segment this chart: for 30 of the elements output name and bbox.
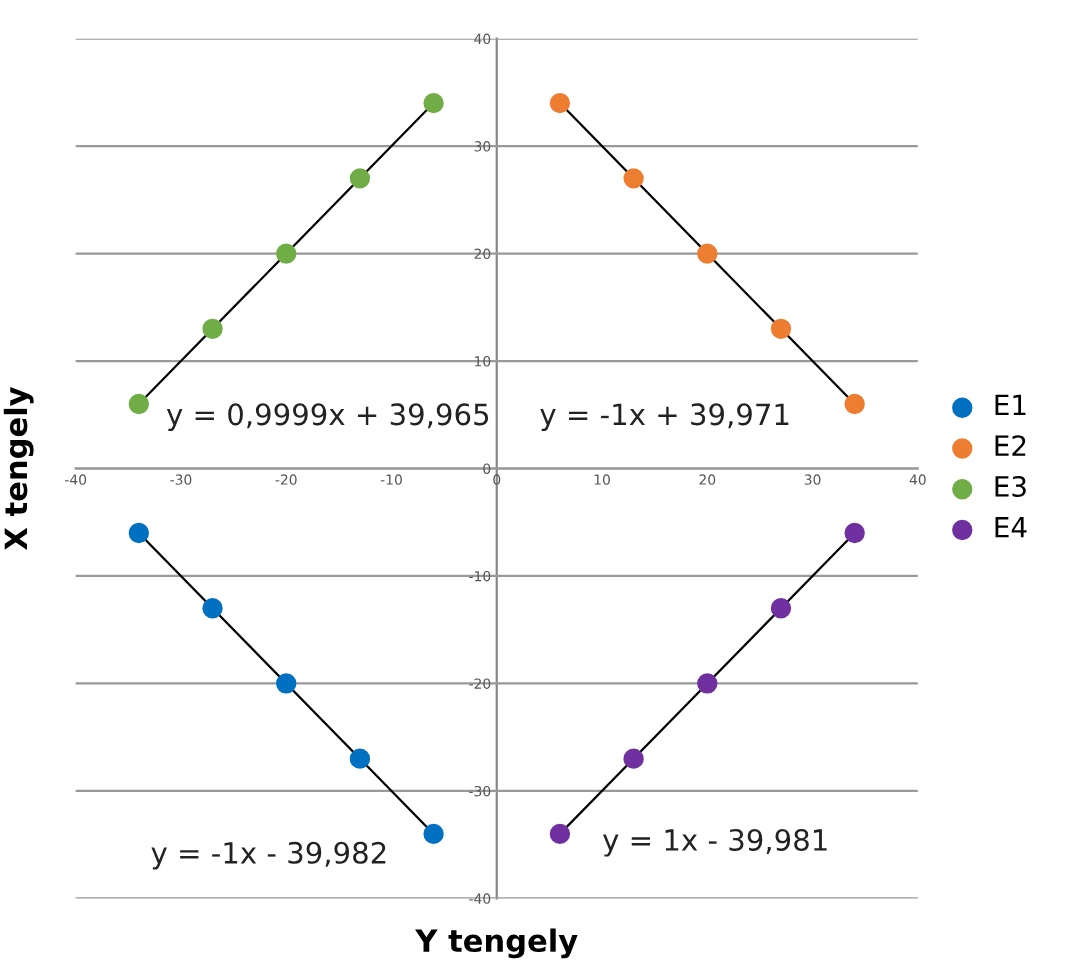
annotation: y = -1x - 39,982 — [151, 841, 386, 870]
point — [844, 522, 865, 544]
annotation: y = 1x - 39,981 — [602, 828, 827, 857]
point — [697, 673, 718, 694]
point — [697, 243, 718, 264]
point — [202, 598, 223, 619]
legend-label: E3 — [995, 475, 1026, 497]
point — [276, 673, 297, 694]
legend-label: E4 — [995, 517, 1027, 538]
point — [623, 168, 644, 189]
point — [623, 748, 644, 769]
point — [349, 168, 371, 189]
x-axis-title: Y tengely — [415, 928, 578, 959]
point — [202, 318, 223, 339]
point — [549, 823, 571, 845]
point — [276, 243, 297, 264]
point — [128, 393, 150, 415]
point — [844, 393, 865, 415]
point — [770, 318, 792, 339]
legend-label: E2 — [995, 435, 1026, 456]
annotation: y = 0,9999x + 39,965 — [166, 403, 489, 432]
annotation: y = -1x + 39,971 — [540, 403, 789, 432]
point — [770, 598, 792, 619]
point — [423, 92, 444, 114]
point — [349, 748, 371, 769]
point — [128, 522, 150, 544]
point — [549, 92, 571, 114]
y-axis-title: X tengely — [3, 386, 34, 551]
legend-label: E1 — [995, 394, 1026, 416]
point — [423, 823, 444, 845]
